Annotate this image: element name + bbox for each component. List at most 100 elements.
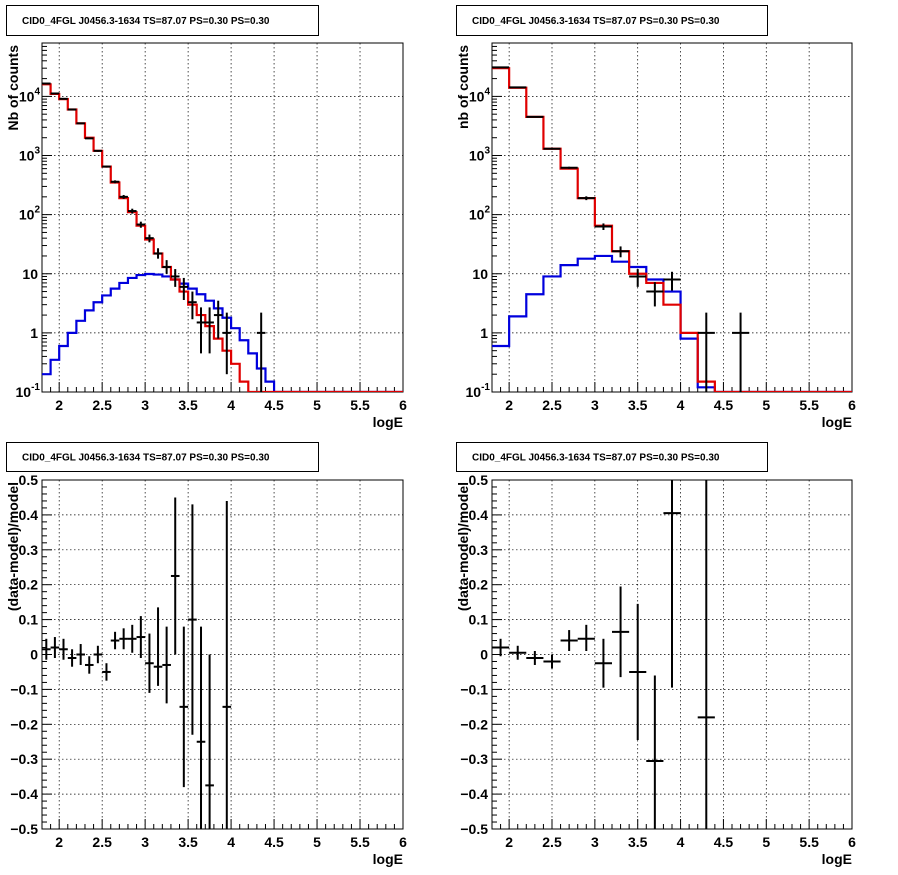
y-tick-label: −0.1 — [10, 681, 38, 697]
x-tick-label: 4.5 — [714, 834, 734, 850]
x-tick-label: 3 — [141, 834, 149, 850]
x-tick-label: 5.5 — [350, 834, 370, 850]
chart-title: CID0_4FGL J0456.3-1634 TS=87.07 PS=0.30 … — [22, 453, 270, 464]
data-point — [145, 234, 154, 243]
data-point — [50, 92, 60, 95]
data-point — [543, 654, 561, 669]
x-tick-label: 5 — [313, 397, 321, 413]
y-tick-label: 0.4 — [19, 507, 39, 523]
y-tick-label: −0.3 — [10, 751, 38, 767]
data-point — [110, 631, 120, 650]
x-tick-label: 2 — [505, 834, 513, 850]
data-point — [612, 586, 630, 678]
x-tick-label: 2 — [55, 834, 63, 850]
data-point — [492, 638, 510, 657]
y-tick-label: 1 — [30, 325, 38, 341]
x-tick-label: 3.5 — [178, 397, 198, 413]
y-tick-label: 0.3 — [469, 542, 489, 558]
plot-area — [492, 480, 715, 829]
data-point — [42, 82, 51, 85]
x-tick-label: 4 — [227, 397, 235, 413]
data-point — [102, 663, 111, 681]
data-point — [629, 603, 647, 741]
y-axis-label: (data-model)/model — [5, 482, 21, 611]
x-tick-label: 2.5 — [542, 397, 562, 413]
y-axis-label: nb of counts — [455, 45, 471, 129]
y-tick-label: 102 — [19, 205, 41, 223]
data-point — [170, 269, 180, 287]
plot-area — [492, 66, 852, 392]
data-point — [153, 248, 163, 259]
data-point — [179, 277, 189, 300]
x-tick-label: 3.5 — [178, 834, 198, 850]
x-axis-label: logE — [822, 414, 852, 430]
y-tick-label: 0.1 — [19, 612, 39, 628]
data-point — [127, 624, 137, 653]
x-tick-label: 3.5 — [628, 834, 648, 850]
y-tick-label: −0.4 — [10, 786, 38, 802]
x-axis-label: logE — [373, 851, 403, 867]
data-point — [59, 97, 68, 100]
chart-panel-3: CID0_4FGL J0456.3-1634 TS=87.07 PS=0.30 … — [5, 442, 407, 867]
y-tick-label: 0.2 — [469, 577, 489, 593]
data-point — [102, 165, 111, 168]
y-tick-label: 10-1 — [466, 382, 491, 400]
data-point — [84, 656, 94, 674]
plot-area — [42, 497, 232, 829]
y-tick-label: −0.2 — [10, 716, 38, 732]
chart-title: CID0_4FGL J0456.3-1634 TS=87.07 PS=0.30 … — [472, 16, 720, 27]
y-axis — [492, 479, 502, 830]
data-point — [153, 607, 163, 686]
x-axis-label: logE — [822, 851, 852, 867]
data-point — [646, 675, 664, 829]
x-tick-label: 6 — [848, 397, 856, 413]
data-point — [663, 271, 681, 291]
y-tick-label: 104 — [19, 86, 41, 104]
data-point — [179, 626, 189, 788]
series-line-total — [42, 83, 403, 392]
data-point — [594, 223, 612, 230]
data-point — [646, 282, 664, 307]
data-point — [196, 307, 206, 354]
plot-frame — [491, 42, 853, 393]
x-tick-label: 2.5 — [92, 397, 112, 413]
chart-panel-4: CID0_4FGL J0456.3-1634 TS=87.07 PS=0.30 … — [455, 442, 856, 867]
y-tick-label: 10 — [22, 266, 38, 282]
data-point — [84, 137, 94, 140]
y-tick-label: −0.2 — [460, 716, 488, 732]
x-tick-label: 6 — [399, 397, 407, 413]
x-axis — [491, 819, 853, 829]
x-tick-label: 6 — [399, 834, 407, 850]
y-tick-label: 103 — [469, 146, 491, 164]
x-tick-label: 3 — [591, 834, 599, 850]
data-point — [663, 480, 681, 688]
data-point — [119, 194, 128, 199]
data-point — [594, 638, 612, 688]
data-point — [119, 628, 128, 650]
x-tick-label: 4 — [227, 834, 235, 850]
data-point — [127, 208, 137, 214]
x-tick-label: 5 — [313, 834, 321, 850]
x-tick-label: 2 — [505, 397, 513, 413]
y-tick-label: −0.1 — [460, 681, 488, 697]
y-tick-label: 0.2 — [19, 577, 39, 593]
chart-panel-2: CID0_4FGL J0456.3-1634 TS=87.07 PS=0.30 … — [455, 5, 856, 430]
x-tick-label: 4 — [677, 834, 685, 850]
y-tick-label: 0.3 — [19, 542, 39, 558]
data-point — [76, 122, 85, 125]
data-point — [697, 480, 715, 829]
data-point — [205, 307, 214, 354]
data-point — [560, 630, 578, 652]
y-tick-label: 103 — [19, 146, 41, 164]
x-tick-label: 5.5 — [799, 834, 819, 850]
y-tick-label: 104 — [469, 86, 491, 104]
x-tick-label: 2.5 — [92, 834, 112, 850]
data-point — [543, 147, 561, 150]
y-tick-label: 0.5 — [469, 472, 489, 488]
data-point — [732, 312, 750, 392]
x-axis — [41, 382, 404, 392]
y-tick-label: 0 — [30, 647, 38, 663]
data-point — [162, 260, 171, 274]
data-point — [50, 637, 60, 658]
